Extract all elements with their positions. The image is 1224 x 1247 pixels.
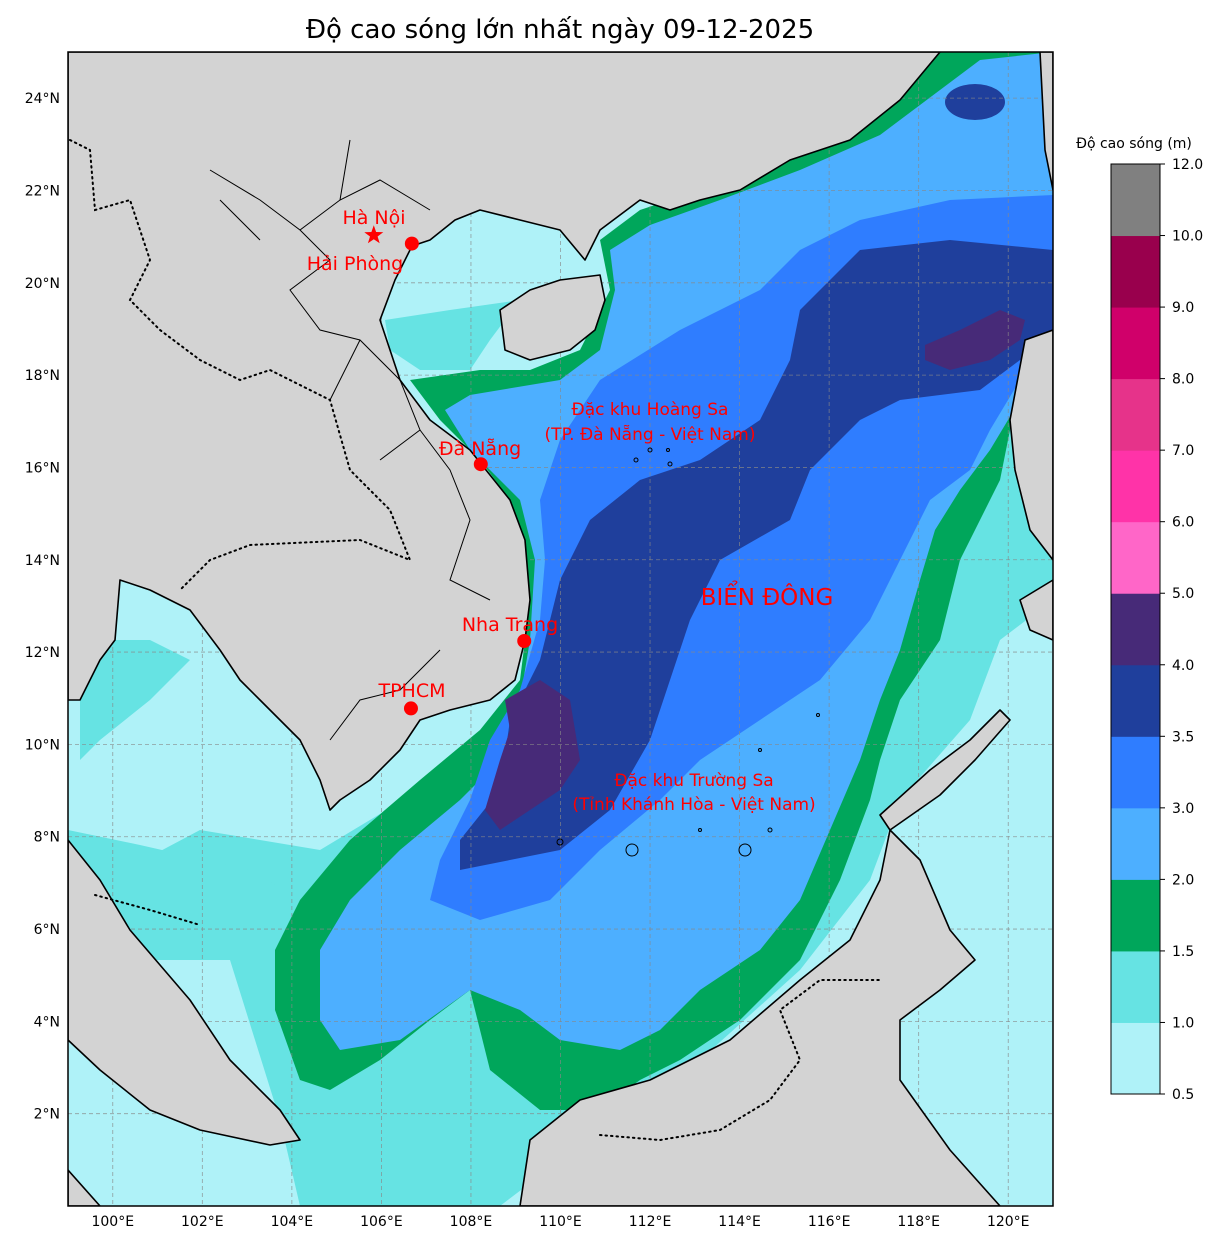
lon-tick-label: 102°E <box>181 1214 224 1230</box>
colorbar: 0.5 1.0 1.5 2.0 3.0 3.5 4.0 5.0 6.0 7.0 8.0 9.0 10.0… <box>1110 157 1203 1103</box>
lat-tick-label: 6°N <box>34 922 60 938</box>
lon-tick-label: 120°E <box>987 1214 1030 1230</box>
national-border-borneo <box>599 979 881 1142</box>
lon-tick-label: 118°E <box>897 1214 940 1230</box>
sea-band-4-5-east <box>925 310 1025 370</box>
colorbar-tick-label: 1.5 <box>1172 944 1194 960</box>
land-borneo <box>519 829 1001 1206</box>
land-hainan <box>499 274 606 361</box>
lat-tick-label: 22°N <box>25 183 60 199</box>
annotation-sea-name: BIỂN ĐÔNG <box>701 581 834 611</box>
city-dot-icon <box>403 701 418 716</box>
city-dot-icon <box>473 457 488 472</box>
annotation-hoang-sa: Đặc khu Hoàng Sa <box>572 400 729 420</box>
figure-title: Độ cao sóng lớn nhất ngày 09-12-2025 <box>306 15 814 45</box>
map-frame <box>67 51 1054 1207</box>
axis-ticks: 100°E 102°E 104°E 106°E 108°E 110°E 112°E 114°E… <box>25 91 1030 1230</box>
lon-tick-label: 116°E <box>808 1214 851 1230</box>
lat-tick-label: 2°N <box>34 1107 60 1123</box>
colorbar-tick-label: 2.0 <box>1172 872 1194 888</box>
sea-band-1-1.5-tonkin <box>385 300 520 370</box>
land-palawan <box>879 709 1011 831</box>
land-sumatra <box>68 1169 101 1206</box>
lon-tick-label: 114°E <box>718 1214 761 1230</box>
city-label: TPHCM <box>377 680 445 702</box>
city-label: Đà Nẵng <box>439 437 521 460</box>
lat-tick-label: 14°N <box>25 553 60 569</box>
city-dot-icon <box>517 634 532 649</box>
national-border-laos-thailand <box>69 139 412 591</box>
land-malay-peninsula <box>68 839 301 1146</box>
sea-band-3.5-4 <box>460 240 1053 870</box>
lat-tick-label: 18°N <box>25 368 60 384</box>
lat-tick-label: 4°N <box>34 1014 60 1030</box>
colorbar-tick-label: 4.0 <box>1172 658 1194 674</box>
colorbar-tick-label: 7.0 <box>1172 443 1194 459</box>
colorbar-segment <box>1111 1022 1160 1095</box>
colorbar-segment <box>1111 378 1160 451</box>
paracel-islands <box>633 447 673 467</box>
land-mindoro <box>1019 579 1053 641</box>
national-border-malaysia-thailand <box>94 894 201 926</box>
annotation-truong-sa-sub: (Tỉnh Khánh Hòa - Việt Nam) <box>572 795 815 815</box>
city-star-icon <box>364 225 384 244</box>
land-taiwan <box>1039 52 1053 191</box>
annotation-truong-sa: Đặc khu Trường Sa <box>614 771 773 791</box>
colorbar-tick-label: 0.5 <box>1172 1087 1194 1103</box>
colorbar-frame <box>1110 163 1161 1095</box>
colorbar-tick-label: 8.0 <box>1172 372 1194 388</box>
lat-tick-label: 10°N <box>25 737 60 753</box>
colorbar-tick-label: 12.0 <box>1172 157 1203 173</box>
colorbar-segment <box>1111 879 1160 952</box>
city-markers: Hà Nội Hải Phòng Đà Nẵng Nha Trang TPHCM <box>307 207 558 716</box>
lat-tick-label: 12°N <box>25 645 60 661</box>
annotation-hoang-sa-sub: (TP. Đà Nẵng - Việt Nam) <box>545 424 756 445</box>
land-luzon <box>1009 329 1053 561</box>
colorbar-segment <box>1111 664 1160 737</box>
lon-tick-label: 104°E <box>271 1214 314 1230</box>
colorbar-segment <box>1111 736 1160 809</box>
lat-tick-label: 24°N <box>25 91 60 107</box>
lat-tick-label: 16°N <box>25 460 60 476</box>
colorbar-tick-label: 3.5 <box>1172 729 1194 745</box>
sea-band-3.5-4-northeast <box>945 84 1005 120</box>
city-dot-icon <box>404 236 419 251</box>
colorbar-segment <box>1111 593 1160 666</box>
colorbar-tick-label: 3.0 <box>1172 801 1194 817</box>
map-area: Hà Nội Hải Phòng Đà Nẵng Nha Trang TPHCM Đặc… <box>68 52 1053 1206</box>
sea-band-1-1.5-thailand-gulf <box>80 640 190 760</box>
spratly-islands <box>556 713 820 857</box>
colorbar-segment <box>1111 521 1160 594</box>
lon-tick-label: 112°E <box>629 1214 672 1230</box>
colorbar-segment <box>1111 950 1160 1023</box>
lon-tick-label: 110°E <box>539 1214 582 1230</box>
sea-band-4-5-south <box>485 680 580 830</box>
colorbar-tick-label: 5.0 <box>1172 586 1194 602</box>
colorbar-segment <box>1111 450 1160 523</box>
colorbar-segment <box>1111 235 1160 308</box>
colorbar-tick-label: 6.0 <box>1172 515 1194 531</box>
colorbar-tick-label: 1.0 <box>1172 1015 1194 1031</box>
city-label: Hà Nội <box>342 207 405 229</box>
lon-tick-label: 108°E <box>450 1214 493 1230</box>
lat-tick-label: 20°N <box>25 276 60 292</box>
city-label: Hải Phòng <box>307 253 403 275</box>
colorbar-segment <box>1111 164 1160 237</box>
colorbar-label: Độ cao sóng (m) <box>1076 136 1192 152</box>
colorbar-segment <box>1111 807 1160 880</box>
city-label: Nha Trang <box>462 614 558 636</box>
province-lines-north <box>209 139 491 741</box>
colorbar-tick-label: 10.0 <box>1172 229 1203 245</box>
colorbar-tick-label: 9.0 <box>1172 300 1194 316</box>
land-indochina <box>68 52 941 811</box>
lon-tick-label: 106°E <box>360 1214 403 1230</box>
colorbar-segment <box>1111 307 1160 380</box>
lon-tick-label: 100°E <box>91 1214 134 1230</box>
lat-tick-label: 8°N <box>34 830 60 846</box>
